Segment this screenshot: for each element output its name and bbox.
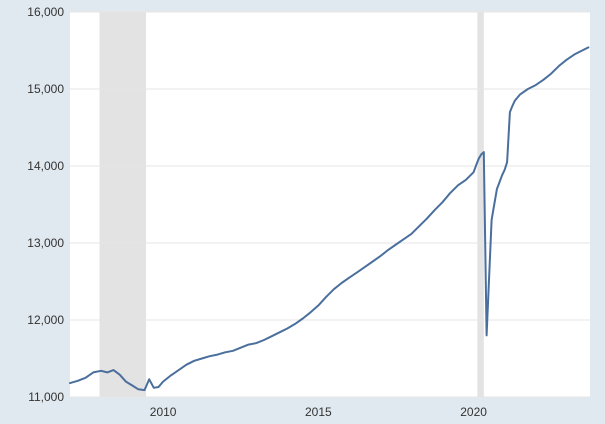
x-axis-tick-labels: 2010 2015 2020 xyxy=(150,405,487,419)
y-tick-label: 15,000 xyxy=(27,82,64,96)
plot-area xyxy=(70,12,590,397)
series-line xyxy=(69,46,590,392)
y-axis-tick-labels: 11,000 12,000 13,000 14,000 15,000 16,000 xyxy=(27,5,64,404)
recession-band xyxy=(99,12,147,397)
gridlines xyxy=(70,11,590,398)
y-tick-label: 16,000 xyxy=(27,5,64,19)
x-tick-label: 2020 xyxy=(460,405,487,419)
y-tick-label: 12,000 xyxy=(27,313,64,327)
y-tick-label: 14,000 xyxy=(27,159,64,173)
recession-shading xyxy=(99,12,484,397)
series-lines xyxy=(69,46,590,392)
y-tick-label: 13,000 xyxy=(27,236,64,250)
x-tick-label: 2015 xyxy=(305,405,332,419)
y-tick-label: 11,000 xyxy=(28,390,64,404)
recession-band xyxy=(477,12,484,397)
x-tick-label: 2010 xyxy=(150,405,177,419)
